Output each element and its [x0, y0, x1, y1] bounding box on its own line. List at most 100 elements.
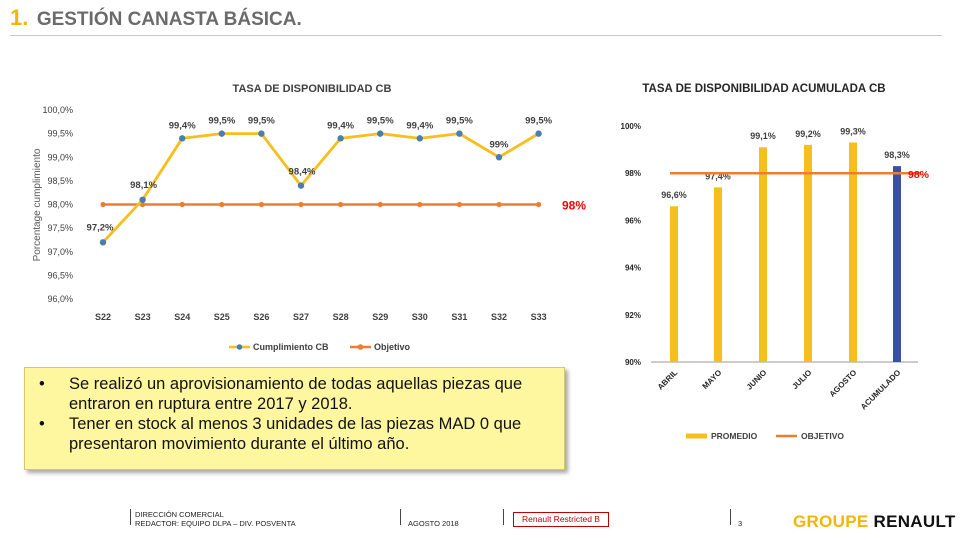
bar [670, 206, 678, 362]
data-label: 99% [489, 139, 509, 150]
x-tick-label: S29 [372, 312, 388, 322]
y-tick-label: 98% [625, 169, 641, 178]
y-tick-label: 92% [625, 311, 641, 320]
footer-author: REDACTOR: EQUIPO DLPA – DIV. POSVENTA [135, 519, 296, 528]
y-tick-label: 98,5% [47, 176, 73, 186]
section-number: 1. [10, 5, 29, 30]
legend-label: Objetivo [374, 342, 411, 352]
objective-point [536, 201, 542, 208]
data-point [297, 182, 305, 189]
data-label: 99,5% [367, 116, 394, 127]
y-tick-label: 96% [625, 216, 641, 225]
y-tick-label: 98,0% [47, 200, 73, 210]
objective-point [179, 201, 185, 208]
footer-date: AGOSTO 2018 [408, 519, 459, 528]
chart-title: TASA DE DISPONIBILIDAD CB [233, 83, 392, 95]
notes-box: • Se realizó un aprovisionamiento de tod… [24, 367, 565, 470]
y-tick-label: 97,5% [47, 223, 73, 233]
data-point [416, 135, 423, 142]
slide-header: 1. GESTIÓN CANASTA BÁSICA. [10, 5, 302, 35]
groupe-renault-logo: GROUPE RENAULT [793, 512, 956, 532]
note-text: Tener en stock al menos 3 unidades de la… [69, 415, 522, 453]
x-tick-label: ACUMULADO [859, 368, 902, 411]
x-tick-label: S26 [253, 312, 269, 322]
classification-badge: Renault Restricted B [513, 512, 609, 527]
bar [714, 187, 722, 362]
x-tick-label: S27 [293, 312, 309, 322]
accumulated-bar-chart: TASA DE DISPONIBILIDAD ACUMULADA CB 90% 92… [621, 83, 930, 441]
objective-point [456, 201, 462, 208]
data-point [535, 130, 542, 137]
objective-point [219, 201, 225, 208]
footer-divider [400, 509, 401, 525]
legend-label: PROMEDIO [711, 431, 758, 441]
footer-department: DIRECCIÓN COMERCIAL [135, 510, 224, 519]
footer-divider [503, 509, 504, 525]
objective-point [377, 201, 383, 208]
legend-marker-cumplimiento [236, 344, 243, 350]
legend-label: OBJETIVO [801, 431, 844, 441]
x-tick-label: S28 [333, 312, 349, 322]
x-tick-label: S22 [95, 312, 111, 322]
x-tick-label: MAYO [701, 368, 724, 391]
legend-label: Cumplimiento CB [253, 342, 329, 352]
note-text: Se realizó un aprovisionamiento de todas… [69, 375, 523, 413]
cumplimiento-line [101, 132, 540, 244]
data-label: 98,1% [130, 180, 157, 191]
x-tick-label: ABRIL [656, 368, 680, 392]
objective-point [496, 201, 502, 208]
x-tick-label: JUNIO [745, 368, 769, 392]
bar-value-label: 99,3% [840, 127, 866, 137]
note-item: • Se realizó un aprovisionamiento de tod… [39, 374, 558, 414]
legend-marker-objetivo [357, 344, 364, 350]
footer-divider [730, 509, 731, 525]
bullet: • [39, 415, 45, 433]
data-point [218, 130, 225, 137]
data-point [337, 135, 344, 142]
bar-value-label: 98,3% [884, 150, 910, 160]
objective-point [100, 201, 106, 208]
bar [804, 144, 812, 362]
bullet: • [39, 375, 45, 393]
bar [849, 142, 857, 362]
objective-point [258, 201, 264, 208]
y-axis-label: Porcentage cumplimiento [32, 148, 43, 261]
data-label: 97,2% [87, 222, 114, 233]
data-label: 99,5% [525, 116, 552, 127]
y-tick-label: 96,5% [47, 270, 73, 280]
y-tick-label: 99,5% [47, 129, 73, 139]
bar [759, 147, 767, 362]
data-point [139, 196, 146, 203]
data-point [377, 130, 384, 137]
page-number: 3 [738, 519, 743, 528]
x-tick-label: S23 [135, 312, 151, 322]
x-tick-label: S31 [451, 312, 467, 322]
y-tick-label: 96,0% [47, 294, 73, 304]
x-tick-label: S32 [491, 312, 507, 322]
x-tick-label: AGOSTO [828, 368, 859, 399]
data-label: 99,4% [327, 120, 354, 131]
data-point [99, 239, 107, 246]
availability-line-chart: TASA DE DISPONIBILIDAD CB Porcentage cump… [32, 83, 586, 352]
objective-point [338, 201, 344, 208]
x-tick-label: S25 [214, 312, 230, 322]
data-point [258, 130, 265, 137]
objective-point [298, 201, 304, 208]
y-tick-label: 94% [625, 264, 641, 273]
bar-value-label: 99,1% [750, 131, 776, 141]
data-label: 99,5% [248, 116, 275, 127]
y-tick-label: 90% [625, 358, 641, 367]
data-label: 99,5% [446, 116, 473, 127]
x-tick-label: S33 [531, 312, 547, 322]
y-tick-label: 100% [621, 122, 641, 131]
data-point [495, 154, 503, 161]
y-tick-label: 99,0% [47, 152, 73, 162]
slide-title: GESTIÓN CANASTA BÁSICA. [36, 9, 302, 30]
bar-value-label: 96,6% [661, 190, 687, 200]
data-label: 99,4% [169, 120, 196, 131]
data-label: 99,5% [208, 116, 235, 127]
objective-point [417, 201, 423, 208]
footer-divider [130, 509, 131, 525]
y-tick-label: 100,0% [42, 105, 73, 115]
bar [893, 166, 901, 362]
